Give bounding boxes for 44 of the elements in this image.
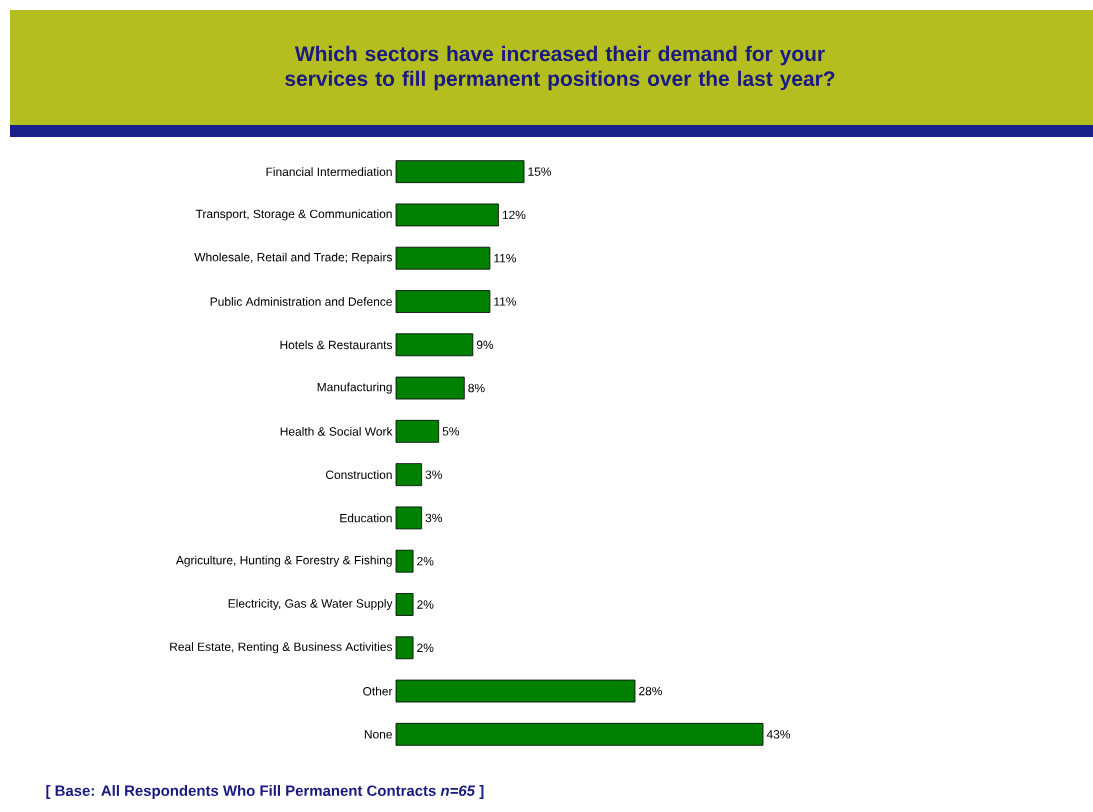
data-label: 2%	[417, 557, 434, 566]
bar	[395, 203, 499, 227]
data-label: 3%	[425, 513, 442, 523]
bar	[395, 290, 491, 313]
bar	[395, 506, 423, 530]
data-label: 9%	[476, 340, 494, 349]
y-tick-label: Construction	[325, 470, 392, 480]
y-tick-label: Other	[363, 686, 393, 696]
y-tick-label: None	[364, 730, 392, 739]
bar	[395, 593, 414, 616]
data-label: 43%	[766, 730, 791, 739]
y-tick-label: Hotels & Restaurants	[280, 340, 393, 350]
y-tick-label: Electricity, Gas & Water Supply	[228, 598, 393, 611]
y-tick-label: Health & Social Work	[280, 426, 393, 436]
chart-title: Which sectors have increased their demand for your services to fill permanent positions over the last year?	[285, 45, 835, 91]
y-tick-label: Manufacturing	[317, 382, 392, 394]
data-label: 8%	[468, 383, 485, 393]
bar	[395, 333, 474, 357]
bar	[395, 246, 491, 270]
bar	[395, 636, 414, 660]
y-tick-label: Wholesale, Retail and Trade; Repairs	[194, 252, 393, 264]
y-tick-label: Transport, Storage & Communication	[195, 209, 392, 221]
bar	[395, 549, 414, 573]
y-tick-label: Agriculture, Hunting & Forestry & Fishing	[175, 555, 392, 567]
data-label: 15%	[528, 167, 552, 176]
data-label: 12%	[502, 210, 526, 220]
y-tick-label: Real Estate, Renting & Business Activities	[170, 642, 393, 654]
data-label: 2%	[417, 643, 434, 652]
y-tick-label: Financial Intermediation	[266, 167, 392, 177]
data-label: 11%	[494, 297, 517, 306]
bar	[395, 376, 465, 400]
bar	[395, 679, 636, 703]
data-label: 5%	[442, 427, 460, 436]
bar	[395, 722, 764, 746]
y-tick-label: Public Administration and Defence	[210, 297, 392, 306]
data-label: 2%	[417, 600, 434, 609]
data-label: 3%	[425, 470, 442, 479]
y-tick-label: Education	[340, 513, 392, 523]
bar	[395, 419, 440, 443]
data-label: 11%	[494, 254, 517, 263]
data-label: 28%	[639, 686, 662, 696]
bar	[395, 160, 525, 184]
bar	[395, 463, 423, 487]
text: [ Base: All Respondents Who Fill Permanent Contracts n=65 ]	[46, 785, 484, 799]
